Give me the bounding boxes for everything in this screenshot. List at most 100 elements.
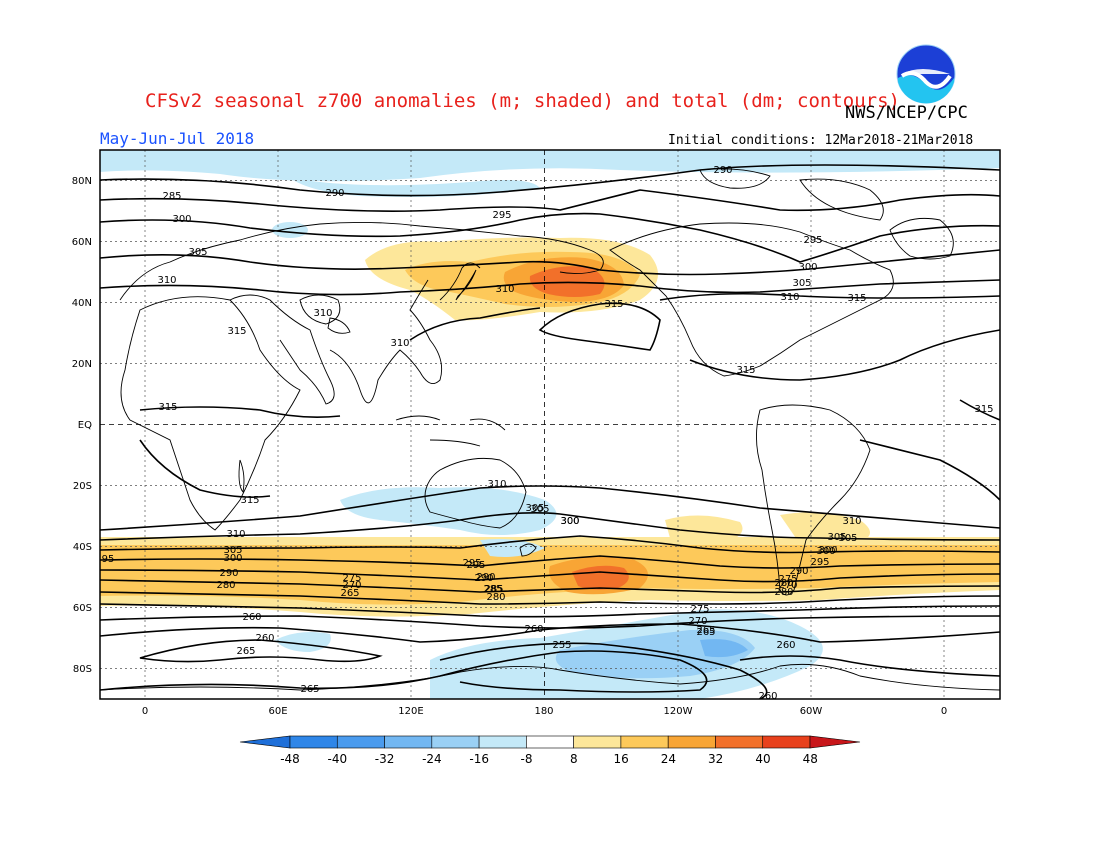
contour-label: 315 (847, 293, 866, 304)
contour-label: 260 (524, 624, 543, 635)
contour-label: 315 (974, 404, 993, 415)
lon-label: 0 (142, 706, 148, 717)
lat-label: 80S (73, 664, 92, 675)
contour-label: 295 (803, 235, 822, 246)
contour-label: 290 (474, 573, 493, 584)
colorbar-tick-label: 24 (661, 752, 676, 766)
colorbar-arrow-right (809, 735, 861, 749)
contour-label: 300 (172, 214, 191, 225)
contour-label: 270 (778, 580, 797, 591)
contour-label: 300 (560, 516, 579, 527)
initial-conditions: Initial conditions: 12Mar2018-21Mar2018 (668, 133, 974, 148)
lat-label: 20N (72, 359, 92, 370)
contour-label: 300 (816, 546, 835, 557)
lat-label: 40N (72, 298, 92, 309)
contour-label: 270 (342, 580, 361, 591)
contour-label: 310 (226, 529, 245, 540)
lon-label: 120W (664, 706, 693, 717)
contour-label: 285 (484, 584, 503, 595)
colorbar-tick-label: 40 (755, 752, 770, 766)
contour-label: 280 (486, 592, 505, 603)
colorbar: -48 -40 -32 -24 -16 -8 8 16 24 32 40 48 (239, 735, 861, 766)
colorbar-tick-label: 48 (803, 752, 818, 766)
contour-label: 260 (242, 612, 261, 623)
colorbar-tick-label: 16 (613, 752, 628, 766)
colorbar-swatch (526, 735, 574, 749)
lat-label: 40S (73, 542, 92, 553)
contour-label: 275 (778, 574, 797, 585)
colorbar-swatch (289, 735, 338, 749)
colorbar-swatch (715, 735, 764, 749)
contour-label: 270 (688, 616, 707, 627)
lon-label: 0 (941, 706, 947, 717)
coastlines (100, 168, 1000, 691)
contour-label: 310 (390, 338, 409, 349)
contour-label: 295 (810, 557, 829, 568)
contour-label: 300 (818, 545, 837, 556)
contour-label: 295 (462, 558, 481, 569)
colorbar-swatch (762, 735, 811, 749)
contour-label: 315 (736, 365, 755, 376)
latitude-labels: 80N 60N 40N 20N EQ 20S 40S 60S 80S (72, 176, 92, 675)
lon-label: 180 (534, 706, 553, 717)
contour-label: 265 (696, 625, 715, 636)
longitude-labels: 0 60E 120E 180 120W 60W 0 (142, 706, 947, 717)
contour-label: 290 (713, 165, 732, 176)
contour-label: 310 (487, 479, 506, 490)
colorbar-swatch (431, 735, 480, 749)
colorbar-swatch (336, 735, 385, 749)
lon-label: 60E (268, 706, 287, 717)
contour-label: 260 (776, 640, 795, 651)
lat-lon-grid (100, 150, 1000, 699)
contour-label: 290 (219, 568, 238, 579)
contour-label: 310 (842, 516, 861, 527)
chart-title: CFSv2 seasonal z700 anomalies (m; shaded… (145, 90, 900, 112)
contour-label: 280 (774, 587, 793, 598)
contour-label: 305 (827, 532, 846, 543)
contour-label: 310 (157, 275, 176, 286)
colorbar-tick-label: -40 (327, 752, 347, 766)
contour-label: 265 (300, 684, 319, 695)
contour-label: 280 (774, 578, 793, 589)
contour-label: 305 (530, 504, 549, 515)
lat-label: EQ (78, 420, 92, 431)
contour-label: 310 (495, 284, 514, 295)
contour-label: 295 (492, 210, 511, 221)
contour-label: 95 (102, 554, 115, 565)
contour-label: 315 (604, 299, 623, 310)
map-frame (99, 149, 1001, 700)
contour-label: 305 (838, 533, 857, 544)
height-contours (100, 164, 1000, 699)
contour-label: 260 (255, 633, 274, 644)
lat-label: 80N (72, 176, 92, 187)
colorbar-tick-label: -8 (521, 752, 533, 766)
contour-label: 290 (325, 188, 344, 199)
colorbar-tick-label: 32 (708, 752, 723, 766)
noaa-logo (896, 44, 956, 104)
contour-label: 300 (560, 516, 579, 527)
contour-label: 260 (758, 691, 777, 702)
contour-label: 300 (223, 553, 242, 564)
contour-label: 265 (696, 627, 715, 638)
lon-label: 60W (800, 706, 823, 717)
contour-label: 295 (466, 560, 485, 571)
colorbar-arrow-left (239, 735, 291, 749)
contour-label: 315 (240, 495, 259, 506)
lat-label: 60S (73, 603, 92, 614)
contour-label: 310 (313, 308, 332, 319)
colorbar-swatch (478, 735, 527, 749)
colorbar-tick-label: -48 (280, 752, 300, 766)
colorbar-swatch (384, 735, 433, 749)
lat-label: 60N (72, 237, 92, 248)
contour-label: 265 (236, 646, 255, 657)
colorbar-swatch (667, 735, 716, 749)
colorbar-tick-label: 8 (570, 752, 578, 766)
lon-label: 120E (398, 706, 423, 717)
contour-label: 265 (340, 588, 359, 599)
contour-label: 305 (525, 503, 544, 514)
agency-label: NWS/NCEP/CPC (845, 103, 968, 123)
contour-labels: 2902902852953003052953003053103103103103… (102, 165, 994, 702)
contour-label: 300 (798, 262, 817, 273)
contour-label: 315 (227, 326, 246, 337)
